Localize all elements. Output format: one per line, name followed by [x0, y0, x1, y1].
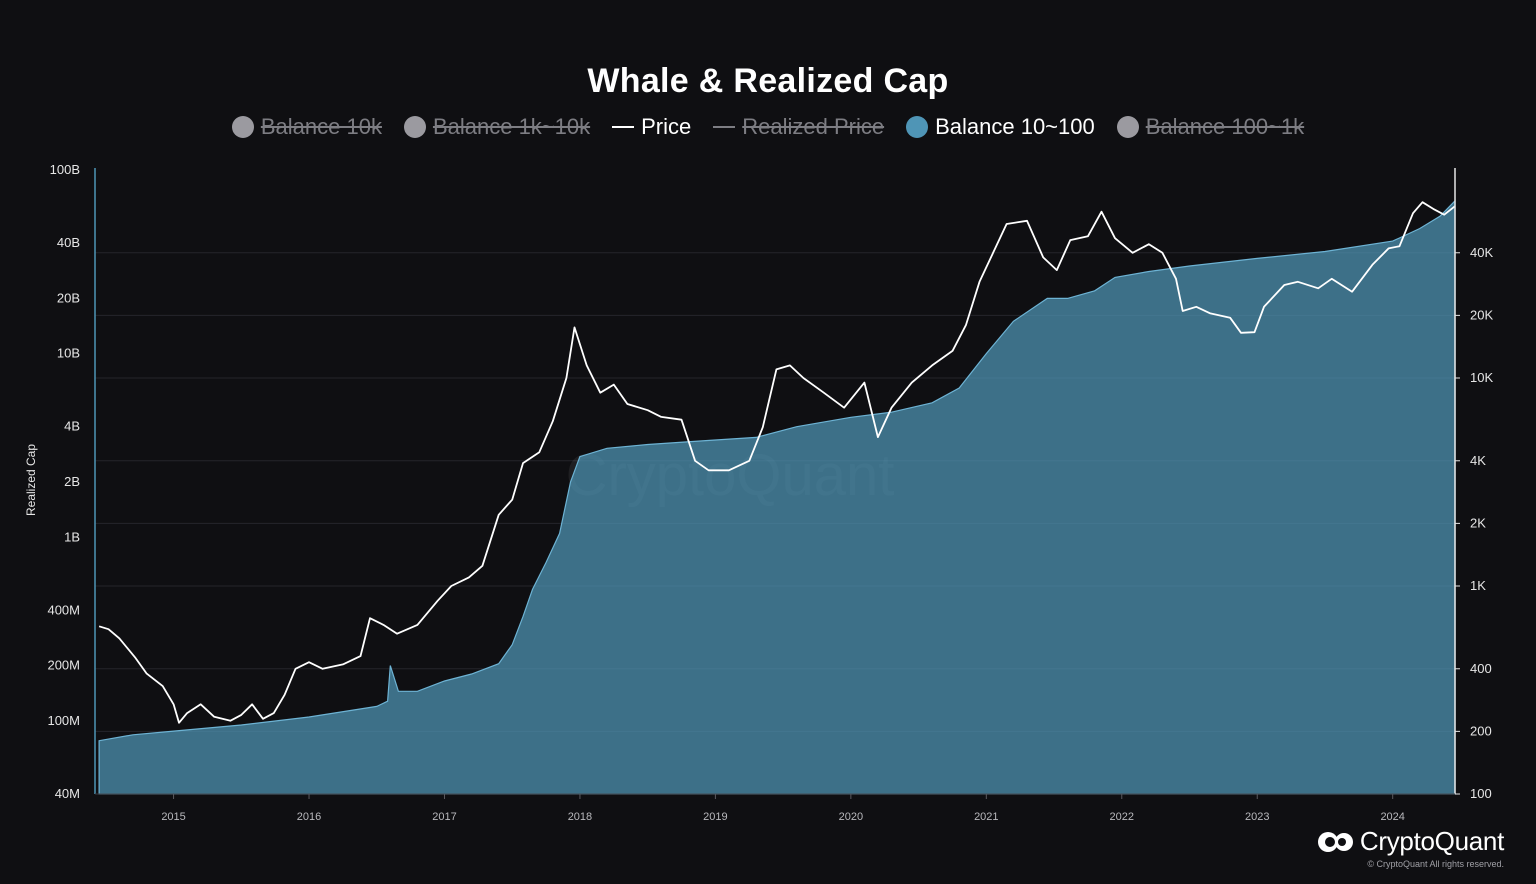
y-right-tick-label: 100 [1470, 786, 1492, 801]
legend-item-price[interactable]: Price [612, 114, 691, 140]
legend-dot-icon [231, 116, 254, 138]
chart-title: Whale & Realized Cap [587, 62, 949, 100]
legend-label: Balance 10k [260, 114, 382, 139]
legend-dot-icon [1116, 116, 1139, 138]
y-left-tick-label: 20B [57, 290, 80, 305]
legend-line-icon [612, 126, 635, 128]
brand-name: CryptoQuant [1359, 826, 1504, 856]
legend-label: Price [641, 114, 692, 139]
legend-item-realized-price[interactable]: Realized Price [713, 114, 884, 140]
y-left-tick-label: 2B [64, 474, 80, 489]
y-left-tick-label: 40B [57, 235, 80, 250]
legend-item-balance-1k-10k[interactable]: Balance 1k~10k [403, 114, 591, 140]
legend: Balance 10k Balance 1k~10k Price Realized P… [0, 114, 1536, 140]
legend-dot-icon [403, 116, 426, 138]
x-tick-label: 2015 [161, 811, 185, 823]
y-left-tick-label: 40M [55, 786, 80, 801]
y-right-tick-label: 4K [1470, 453, 1486, 468]
legend-label: Realized Price [742, 114, 885, 139]
x-tick-label: 2017 [432, 811, 456, 823]
y-right-tick-label: 200 [1470, 723, 1492, 738]
legend-item-balance-100-1k[interactable]: Balance 100~1k [1116, 114, 1305, 140]
x-tick-label: 2023 [1245, 811, 1269, 823]
y-right-tick-label: 2K [1470, 515, 1486, 530]
y-left-tick-label: 100B [50, 162, 80, 177]
y-right-tick-label: 10K [1470, 370, 1493, 385]
x-tick-label: 2022 [1110, 811, 1134, 823]
x-tick-label: 2024 [1380, 811, 1404, 823]
copyright-text: © CryptoQuant All rights reserved. [1367, 859, 1504, 869]
x-tick-label: 2016 [297, 811, 321, 823]
x-tick-label: 2019 [703, 811, 727, 823]
brand-logo: CryptoQuant [1317, 826, 1504, 857]
y-right-tick-label: 20K [1470, 307, 1493, 322]
legend-dot-icon [906, 116, 929, 138]
legend-label: Balance 10~100 [935, 114, 1095, 139]
legend-item-balance-10-100[interactable]: Balance 10~100 [906, 114, 1095, 140]
y-right-tick-label: 1K [1470, 578, 1486, 593]
series-line-price [98, 201, 1456, 724]
y-axis-title: Realized Cap [24, 444, 38, 516]
y-left-tick-label: 400M [47, 602, 80, 617]
x-tick-label: 2018 [568, 811, 592, 823]
legend-label: Balance 1k~10k [432, 114, 591, 139]
legend-label: Balance 100~1k [1145, 114, 1305, 139]
legend-item-balance-10k[interactable]: Balance 10k [231, 114, 382, 140]
x-tick-label: 2020 [839, 811, 863, 823]
y-right-tick-label: 400 [1470, 661, 1492, 676]
legend-line-icon [713, 126, 736, 128]
x-tick-label: 2021 [974, 811, 998, 823]
y-left-tick-label: 200M [47, 658, 80, 673]
y-left-tick-label: 10B [57, 346, 80, 361]
y-left-tick-label: 1B [64, 529, 80, 544]
y-left-tick-label: 4B [64, 419, 80, 434]
y-right-tick-label: 40K [1470, 245, 1493, 260]
series-area-balance-10-100 [98, 199, 1456, 795]
y-left-tick-label: 100M [47, 713, 80, 728]
cryptoquant-logo-icon [1317, 831, 1353, 852]
